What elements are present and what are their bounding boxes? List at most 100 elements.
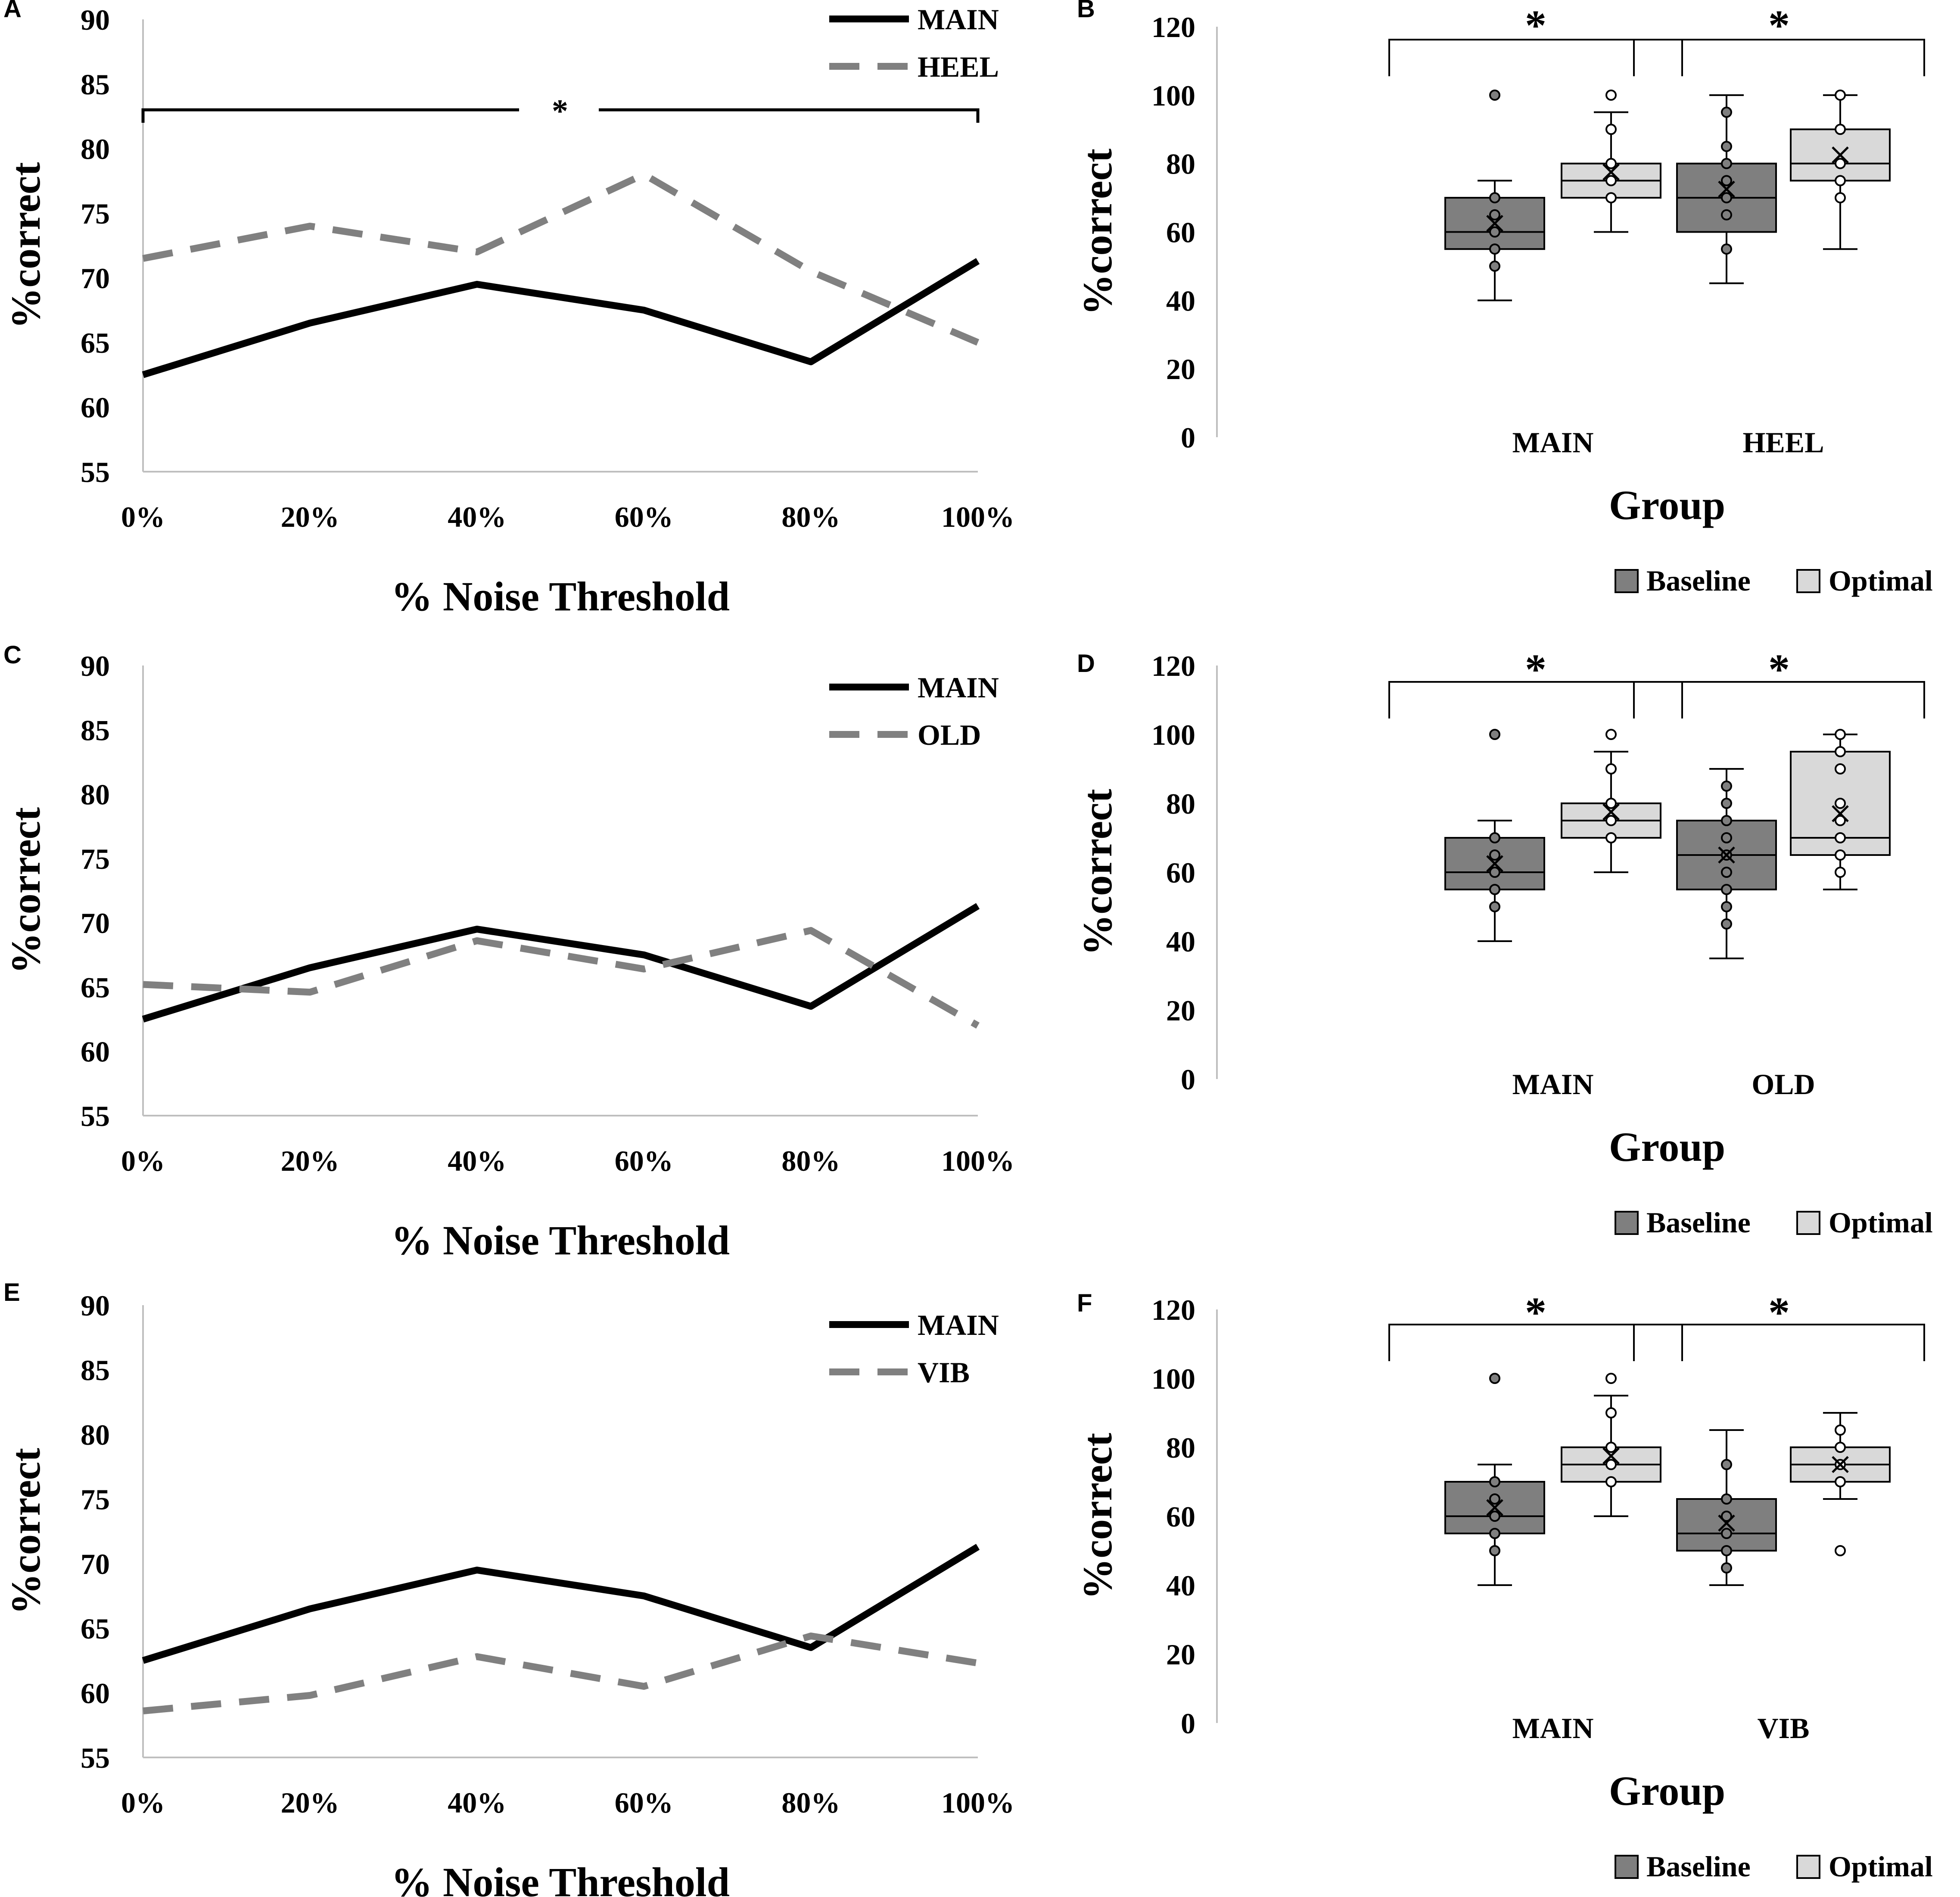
y-axis-title: %correct — [1074, 1433, 1120, 1599]
y-axis-title: %correct — [1074, 149, 1120, 315]
y-tick-label: 85 — [81, 68, 110, 101]
legend-label: Optimal — [1829, 1850, 1933, 1883]
x-tick-label: 80% — [781, 501, 840, 533]
y-tick-label: 75 — [81, 843, 110, 875]
data-point — [1835, 158, 1846, 169]
box-heel-optimal — [1790, 89, 1891, 250]
group-label: HEEL — [1743, 426, 1824, 459]
data-point — [1489, 243, 1500, 255]
data-point — [1721, 901, 1732, 912]
data-point — [1835, 1424, 1846, 1436]
box-main-baseline — [1444, 729, 1545, 942]
x-tick-label: 40% — [448, 1786, 506, 1819]
data-point — [1721, 1459, 1732, 1470]
x-tick-label: 80% — [781, 1786, 840, 1819]
data-point — [1721, 106, 1732, 118]
x-tick-label: 40% — [448, 501, 506, 533]
y-tick-label: 20 — [1166, 1638, 1195, 1671]
data-point — [1489, 1545, 1500, 1556]
data-point — [1721, 1511, 1732, 1522]
box-old-optimal — [1790, 729, 1891, 890]
y-tick-label: 85 — [81, 714, 110, 746]
x-tick-label: 0% — [121, 501, 165, 533]
y-tick-label: 20 — [1166, 353, 1195, 386]
box-body — [1676, 1498, 1777, 1552]
mean-marker — [1486, 215, 1503, 232]
series-line-main — [142, 258, 980, 378]
data-point — [1721, 209, 1732, 221]
series-line-main — [142, 1544, 980, 1664]
y-tick-label: 75 — [81, 197, 110, 230]
y-tick-label: 60 — [81, 1677, 110, 1710]
y-tick-label: 120 — [1151, 650, 1195, 682]
y-axis-title: %correct — [1074, 789, 1120, 955]
data-point — [1835, 1545, 1846, 1556]
x-tick-label: 80% — [781, 1144, 840, 1177]
legend-swatch-baseline — [1615, 1855, 1639, 1879]
significance-star: * — [1768, 1288, 1790, 1336]
x-tick-label: 40% — [448, 1144, 506, 1177]
y-tick-label: 120 — [1151, 1294, 1195, 1326]
y-tick-label: 0 — [1181, 1707, 1195, 1740]
mean-marker — [1718, 180, 1735, 198]
x-axis-title: Group — [1609, 482, 1725, 528]
box-main-optimal — [1561, 1373, 1661, 1517]
significance-bracket — [1633, 1324, 1925, 1361]
y-tick-label: 40 — [1166, 925, 1195, 958]
y-axis-title: %correct — [3, 1448, 49, 1614]
significance-star: * — [1768, 645, 1790, 693]
y-tick-label: 60 — [81, 391, 110, 424]
data-point — [1835, 763, 1846, 774]
group-label: OLD — [1752, 1068, 1815, 1101]
box-main-optimal — [1561, 729, 1661, 873]
panel-letter: A — [3, 0, 22, 23]
data-point — [1835, 815, 1846, 826]
data-point — [1605, 1373, 1617, 1384]
series-line-vib — [143, 1633, 979, 1714]
panel-letter: E — [3, 1278, 20, 1306]
legend-label: Baseline — [1646, 1206, 1751, 1239]
box-panel-f: F 0 20 40 60 80 100 120 %correct MAIN VIB Group * * Ba… — [1074, 1288, 1933, 1883]
x-axis-title: % Noise Threshold — [391, 573, 730, 619]
mean-marker — [1486, 1499, 1503, 1516]
y-tick-label: 60 — [1166, 1500, 1195, 1533]
y-tick-label: 80 — [1166, 787, 1195, 820]
y-tick-label: 40 — [1166, 284, 1195, 317]
x-tick-label: 0% — [121, 1786, 165, 1819]
y-tick-label: 80 — [81, 1418, 110, 1451]
data-point — [1489, 884, 1500, 895]
box-heel-baseline — [1676, 94, 1777, 284]
x-tick-label: 20% — [281, 1786, 339, 1819]
data-point — [1489, 867, 1500, 878]
legend-swatch-optimal — [1796, 1211, 1820, 1235]
y-axis-title: %correct — [3, 162, 49, 329]
x-axis-title: Group — [1609, 1768, 1725, 1814]
y-tick-label: 70 — [81, 262, 110, 295]
data-point — [1605, 729, 1617, 740]
box-panel-d: D 0 20 40 60 80 100 120 %correct MAIN OLD Group * * Ba… — [1074, 645, 1933, 1239]
box-main-baseline — [1444, 1373, 1545, 1586]
data-point — [1489, 1373, 1500, 1384]
data-point — [1489, 209, 1500, 221]
data-point — [1605, 1442, 1617, 1453]
data-point — [1835, 192, 1846, 204]
significance-bracket — [1388, 39, 1683, 76]
significance-bracket — [1388, 1324, 1683, 1361]
line-panel-a: A 55 60 65 70 75 80 85 90 0% 20% 40% 60% 80% 100% %corr… — [3, 0, 1014, 619]
panel-letter: B — [1077, 0, 1095, 23]
x-tick-label: 100% — [941, 1144, 1014, 1177]
line-panel-c: C 55 60 65 70 75 80 85 90 0% 20% 40% 60% 80% 100% %corr… — [3, 641, 1014, 1263]
y-tick-label: 20 — [1166, 994, 1195, 1027]
data-point — [1835, 1476, 1846, 1487]
group-label: MAIN — [1512, 426, 1594, 459]
legend-label: Optimal — [1829, 564, 1933, 597]
significance-star: * — [1768, 1, 1790, 49]
significance-bracket-left — [141, 108, 519, 123]
data-point — [1721, 1528, 1732, 1539]
data-point — [1721, 192, 1732, 204]
data-point — [1489, 849, 1500, 861]
data-point — [1605, 175, 1617, 187]
data-point — [1489, 1476, 1500, 1487]
significance-bracket — [1633, 39, 1925, 76]
